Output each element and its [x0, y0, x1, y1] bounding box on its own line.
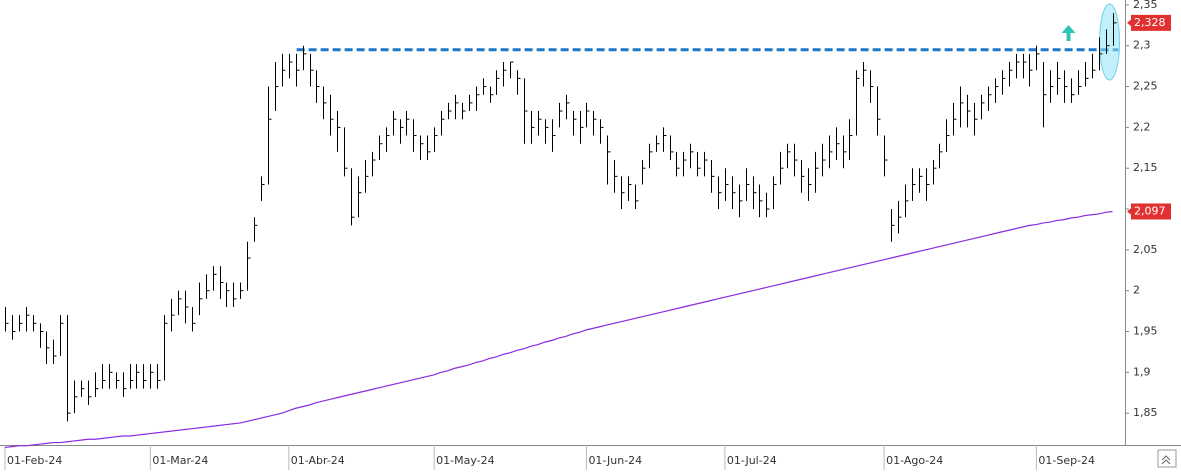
y-tick-label: 2,15 — [1133, 161, 1158, 174]
x-tick-label: 01-May-24 — [436, 454, 494, 467]
y-tick-label: 2,25 — [1133, 80, 1158, 93]
y-tick-label: 1,85 — [1133, 406, 1158, 419]
scroll-icon[interactable] — [1157, 449, 1177, 468]
x-tick-label: 01-Jul-24 — [727, 454, 777, 467]
close-value-label-box — [1131, 14, 1171, 31]
y-tick-label: 2,3 — [1133, 39, 1151, 52]
y-tick-label: 2 — [1133, 284, 1140, 297]
moving-average-line — [4, 210, 1113, 449]
x-tick-label: 01-Ago-24 — [886, 454, 943, 467]
x-tick-label: 01-Jun-24 — [588, 454, 642, 467]
y-tick-label: 2,35 — [1133, 0, 1158, 11]
close-value-label-pointer — [1127, 18, 1132, 27]
scroll-icon-glyph — [1161, 455, 1171, 465]
up-arrow — [1061, 25, 1076, 41]
ma-value-label-box — [1131, 203, 1171, 220]
y-tick-label: 2,05 — [1133, 243, 1158, 256]
y-tick-label: 1,95 — [1133, 325, 1158, 338]
ma-value-label-pointer — [1127, 207, 1132, 216]
x-tick-label: 01-Feb-24 — [7, 454, 62, 467]
y-tick-label: 1,9 — [1133, 365, 1151, 378]
x-tick-label: 01-Mar-24 — [152, 454, 208, 467]
y-tick-label: 2,2 — [1133, 120, 1151, 133]
highlight-ellipse — [1099, 3, 1121, 81]
x-tick-label: 01-Abr-24 — [291, 454, 345, 467]
x-tick-label: 01-Sep-24 — [1038, 454, 1095, 467]
ma-value-label: 2,097 — [1134, 204, 1166, 217]
close-value-label: 2,328 — [1134, 16, 1166, 29]
